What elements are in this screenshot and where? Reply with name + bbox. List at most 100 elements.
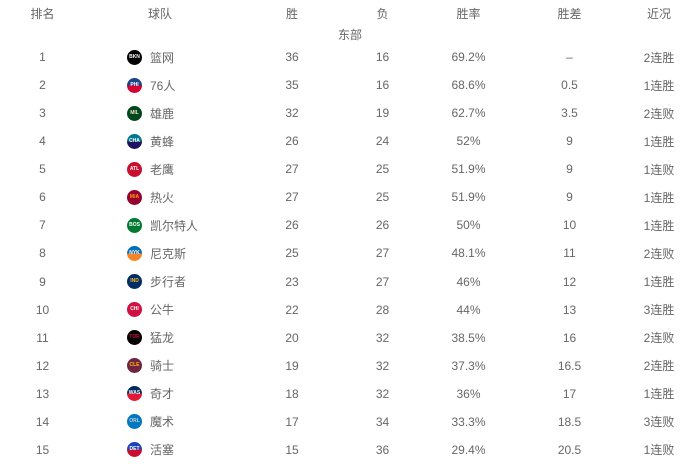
- standings-row[interactable]: 12 CLE 骑士 19 32 37.3% 16.5 2连胜: [0, 352, 700, 380]
- column-header-wins: 胜: [285, 7, 298, 21]
- team-logo-icon: NYK: [127, 245, 142, 261]
- team-cell: WAS 奇才: [85, 385, 235, 402]
- streak-cell: 1连胜: [643, 387, 675, 402]
- streak-cell: 2连败: [643, 246, 675, 261]
- gb-cell: 18.5: [557, 414, 582, 429]
- wins-cell: 15: [285, 442, 299, 457]
- wins-cell: 32: [285, 106, 299, 121]
- streak-cell: 1连胜: [643, 218, 675, 233]
- team-name: 奇才: [150, 387, 175, 402]
- wins-cell: 35: [285, 78, 299, 93]
- pct-cell: 51.9%: [451, 162, 486, 177]
- rank-cell: 6: [39, 190, 46, 205]
- gb-cell: –: [566, 50, 573, 65]
- pct-cell: 38.5%: [451, 330, 486, 345]
- team-logo-icon: CHA: [127, 133, 142, 149]
- team-cell: NYK 尼克斯: [85, 245, 235, 262]
- wins-cell: 20: [285, 330, 299, 345]
- team-name: 公牛: [150, 303, 175, 318]
- losses-cell: 28: [375, 302, 390, 317]
- standings-row[interactable]: 8 NYK 尼克斯 25 27 48.1% 11 2连败: [0, 239, 700, 267]
- wins-cell: 27: [285, 190, 299, 205]
- team-logo-icon: ATL: [127, 161, 142, 177]
- column-header-losses: 负: [376, 7, 389, 21]
- losses-cell: 25: [375, 190, 390, 205]
- column-header-rank: 排名: [30, 7, 55, 21]
- gb-cell: 9: [566, 190, 573, 205]
- column-header-gb: 胜差: [557, 7, 582, 21]
- losses-cell: 36: [375, 442, 390, 457]
- standings-row[interactable]: 5 ATL 老鹰 27 25 51.9% 9 1连败: [0, 155, 700, 183]
- standings-row[interactable]: 1 BKN 篮网 36 16 69.2% – 2连胜: [0, 43, 700, 71]
- gb-cell: 17: [562, 386, 577, 401]
- team-name: 猛龙: [150, 331, 175, 346]
- team-cell: CHA 黄蜂: [85, 133, 235, 150]
- streak-cell: 1连胜: [643, 78, 675, 93]
- losses-cell: 16: [375, 50, 390, 65]
- team-logo-icon: CLE: [127, 358, 142, 374]
- rank-cell: 2: [39, 78, 46, 93]
- standings-row[interactable]: 14 ORL 魔术 17 34 33.3% 18.5 3连败: [0, 408, 700, 436]
- losses-cell: 19: [375, 106, 390, 121]
- rank-cell: 3: [39, 106, 46, 121]
- standings-row[interactable]: 4 CHA 黄蜂 26 24 52% 9 1连胜: [0, 127, 700, 155]
- gb-cell: 10: [562, 218, 577, 233]
- team-logo-icon: BKN: [127, 49, 142, 65]
- conference-section-label: 东部: [337, 28, 362, 42]
- team-logo-icon: DET: [127, 442, 142, 458]
- standings-row[interactable]: 15 DET 活塞 15 36 29.4% 20.5 1连败: [0, 436, 700, 464]
- team-name: 黄蜂: [150, 134, 175, 149]
- rank-cell: 7: [39, 218, 46, 233]
- streak-cell: 3连败: [643, 415, 675, 430]
- standings-row[interactable]: 9 IND 步行者 23 27 46% 12 1连胜: [0, 268, 700, 296]
- losses-cell: 25: [375, 162, 390, 177]
- team-cell: ATL 老鹰: [85, 161, 235, 178]
- team-name: 凯尔特人: [150, 218, 199, 233]
- team-cell: BKN 篮网: [85, 49, 235, 66]
- gb-cell: 16.5: [557, 358, 582, 373]
- team-name: 尼克斯: [150, 246, 187, 261]
- wins-cell: 26: [285, 218, 299, 233]
- pct-cell: 36%: [456, 386, 481, 401]
- pct-cell: 50%: [456, 218, 481, 233]
- gb-cell: 3.5: [561, 106, 578, 121]
- standings-row[interactable]: 13 WAS 奇才 18 32 36% 17 1连胜: [0, 380, 700, 408]
- standings-row[interactable]: 7 BOS 凯尔特人 26 26 50% 10 1连胜: [0, 211, 700, 239]
- team-name: 骑士: [150, 359, 175, 374]
- standings-row[interactable]: 11 TOR 猛龙 20 32 38.5% 16 2连败: [0, 324, 700, 352]
- team-name: 魔术: [150, 415, 175, 430]
- pct-cell: 68.6%: [451, 78, 486, 93]
- gb-cell: 13: [562, 302, 577, 317]
- standings-row[interactable]: 10 CHI 公牛 22 28 44% 13 3连胜: [0, 296, 700, 324]
- rank-cell: 8: [39, 246, 46, 261]
- pct-cell: 48.1%: [451, 246, 486, 261]
- team-logo-icon: TOR: [127, 330, 142, 346]
- team-cell: IND 步行者: [85, 273, 235, 290]
- gb-cell: 9: [566, 162, 573, 177]
- standings-body: 1 BKN 篮网 36 16 69.2% – 2连胜 2 PHI 76人 35 …: [0, 43, 700, 464]
- standings-row[interactable]: 3 MIL 雄鹿 32 19 62.7% 3.5 2连败: [0, 99, 700, 127]
- rank-cell: 14: [35, 414, 50, 429]
- rank-cell: 5: [39, 162, 46, 177]
- streak-cell: 1连败: [643, 443, 675, 458]
- pct-cell: 37.3%: [451, 358, 486, 373]
- wins-cell: 25: [285, 246, 299, 261]
- rank-cell: 11: [36, 330, 49, 345]
- pct-cell: 44%: [456, 302, 481, 317]
- standings-row[interactable]: 6 MIA 热火 27 25 51.9% 9 1连胜: [0, 183, 700, 211]
- wins-cell: 27: [285, 162, 299, 177]
- team-cell: CHI 公牛: [85, 301, 235, 318]
- column-header-pct: 胜率: [456, 7, 481, 21]
- rank-cell: 10: [35, 302, 50, 317]
- rank-cell: 4: [39, 134, 46, 149]
- gb-cell: 0.5: [561, 78, 578, 93]
- team-cell: BOS 凯尔特人: [85, 217, 235, 234]
- standings-row[interactable]: 2 PHI 76人 35 16 68.6% 0.5 1连胜: [0, 71, 700, 99]
- pct-cell: 62.7%: [451, 106, 486, 121]
- gb-cell: 20.5: [557, 442, 582, 457]
- team-logo-icon: MIA: [127, 189, 142, 205]
- streak-cell: 1连胜: [643, 275, 675, 290]
- wins-cell: 36: [285, 50, 299, 65]
- team-name: 热火: [150, 190, 175, 205]
